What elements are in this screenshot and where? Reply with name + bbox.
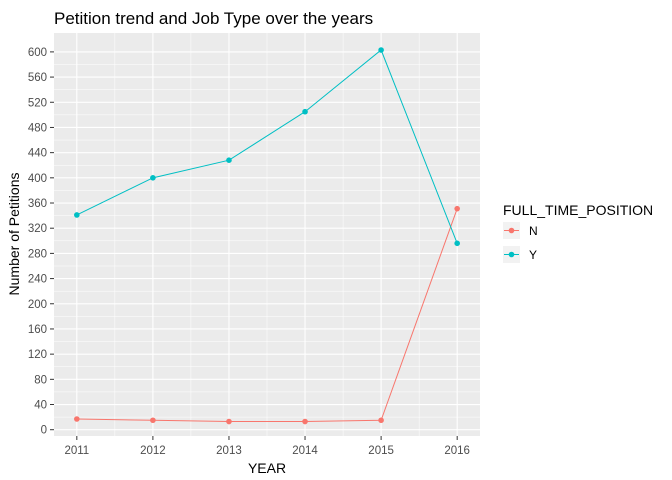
y-tick-label: 80: [34, 374, 47, 386]
x-tick-label: 2016: [444, 445, 470, 457]
y-tick-label: 480: [28, 122, 47, 134]
y-tick-label: 520: [28, 97, 47, 109]
legend: FULL_TIME_POSITION NY: [503, 202, 653, 263]
series-layer: [74, 47, 460, 425]
legend-point-Y: [508, 251, 515, 258]
x-tick-label: 2011: [64, 445, 89, 457]
y-tick-label: 200: [28, 299, 47, 311]
x-axis: 2011 2012 2013 2014 2015 2016: [64, 436, 470, 457]
data-point-Y-2011: [74, 212, 80, 218]
y-tick-label: 40: [34, 400, 47, 412]
legend-label-Y: Y: [529, 248, 537, 262]
data-point-N-2016: [454, 205, 460, 212]
x-tick-label: 2015: [368, 445, 394, 457]
data-point-N-2015: [378, 417, 384, 424]
y-tick-label: 600: [28, 47, 47, 59]
x-axis-title: YEAR: [248, 460, 286, 476]
x-tick-label: 2012: [140, 445, 166, 457]
y-tick-label: 360: [28, 198, 47, 210]
gridlines: [54, 33, 480, 436]
legend-point-N: [508, 227, 515, 234]
y-axis-title: Number of Petitions: [6, 173, 22, 296]
data-point-Y-2012: [150, 175, 156, 181]
data-point-Y-2013: [226, 157, 232, 163]
y-tick-label: 240: [28, 274, 47, 286]
x-tick-label: 2014: [292, 445, 318, 457]
y-tick-label: 320: [28, 223, 47, 235]
series-line-Y: [76, 49, 458, 244]
y-tick-label: 560: [28, 72, 47, 84]
x-tick-label: 2013: [216, 445, 242, 457]
data-point-N-2011: [74, 416, 80, 422]
data-point-N-2013: [226, 418, 232, 425]
y-tick-label: 280: [28, 248, 47, 260]
data-point-Y-2016: [454, 240, 460, 247]
series-line-N: [76, 208, 458, 423]
data-point-Y-2014: [302, 108, 308, 115]
y-tick-label: 440: [28, 148, 47, 160]
chart-title: Petition trend and Job Type over the yea…: [54, 9, 373, 28]
y-tick-label: 400: [28, 173, 47, 185]
data-point-N-2012: [150, 417, 156, 424]
y-tick-label: 160: [28, 324, 47, 336]
legend-title: FULL_TIME_POSITION: [503, 202, 653, 218]
data-point-Y-2015: [378, 47, 384, 53]
y-tick-label: 120: [28, 349, 47, 361]
y-tick-label: 0: [41, 425, 47, 437]
y-axis: 0 40 80 120 160 200 240 280 320 360 400 440 480 520 56…: [28, 47, 54, 437]
data-point-N-2014: [302, 418, 308, 425]
legend-label-N: N: [529, 224, 538, 238]
